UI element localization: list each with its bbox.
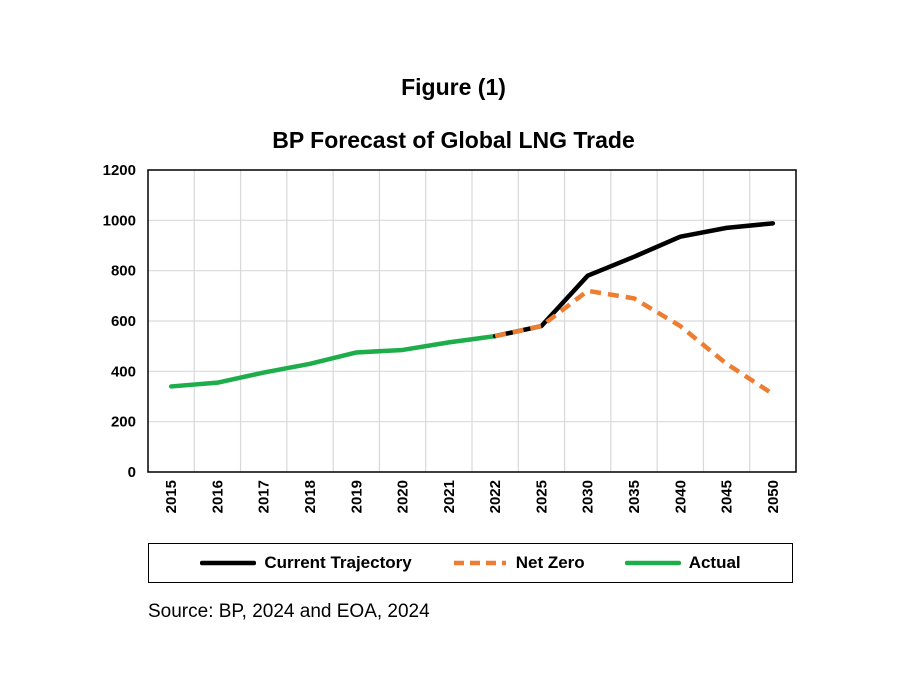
y-tick-label: 600 xyxy=(111,313,136,330)
x-axis-ticks: 2015 2016 2017 2018 2019 2020 2021 2022 2025 2030… xyxy=(163,480,782,513)
legend-item-net-zero: Net Zero xyxy=(452,553,585,573)
series-line-actual xyxy=(168,333,498,389)
legend-swatch-net-zero xyxy=(453,560,506,566)
x-tick-label: 2019 xyxy=(348,480,365,513)
x-tick-label: 2017 xyxy=(256,480,273,513)
plot-frame xyxy=(147,169,797,473)
series-line-current-trajectory xyxy=(492,221,776,339)
y-tick-label: 200 xyxy=(111,414,136,431)
source-note: Source: BP, 2024 and EOA, 2024 xyxy=(148,601,430,622)
legend-item-current-trajectory: Current Trajectory xyxy=(200,553,412,573)
x-tick-label: 2016 xyxy=(209,480,226,513)
x-tick-label: 2015 xyxy=(163,480,180,513)
legend-label-current-trajectory: Current Trajectory xyxy=(264,553,412,572)
x-tick-label: 2040 xyxy=(672,480,689,513)
x-tick-label: 2018 xyxy=(302,480,319,513)
y-tick-label: 1000 xyxy=(103,212,136,229)
legend-label-actual: Actual xyxy=(688,553,741,572)
legend-label-net-zero: Net Zero xyxy=(515,553,585,572)
y-tick-label: 800 xyxy=(111,263,136,280)
y-axis-ticks: 0 200 400 600 800 1000 1200 xyxy=(103,162,136,481)
figure-label: Figure (1) xyxy=(401,74,506,100)
x-tick-label: 2030 xyxy=(580,480,597,513)
gridlines xyxy=(148,169,796,473)
x-tick-label: 2020 xyxy=(395,480,412,513)
legend-swatch-current-trajectory xyxy=(200,560,257,566)
x-tick-label: 2021 xyxy=(441,480,458,513)
x-tick-label: 2022 xyxy=(487,480,504,513)
series-lines xyxy=(168,221,776,396)
y-tick-label: 0 xyxy=(128,464,136,481)
legend: Current Trajectory Net Zero Actual xyxy=(148,543,793,583)
x-tick-label: 2025 xyxy=(533,480,550,513)
series-line-net-zero xyxy=(494,288,775,396)
y-tick-label: 1200 xyxy=(103,162,136,179)
y-tick-label: 400 xyxy=(111,363,136,380)
x-tick-label: 2045 xyxy=(719,480,736,513)
legend-item-actual: Actual xyxy=(624,553,741,573)
chart-title: BP Forecast of Global LNG Trade xyxy=(272,127,635,153)
x-tick-label: 2035 xyxy=(626,480,643,513)
legend-swatch-actual xyxy=(624,560,681,566)
x-tick-label: 2050 xyxy=(765,480,782,513)
